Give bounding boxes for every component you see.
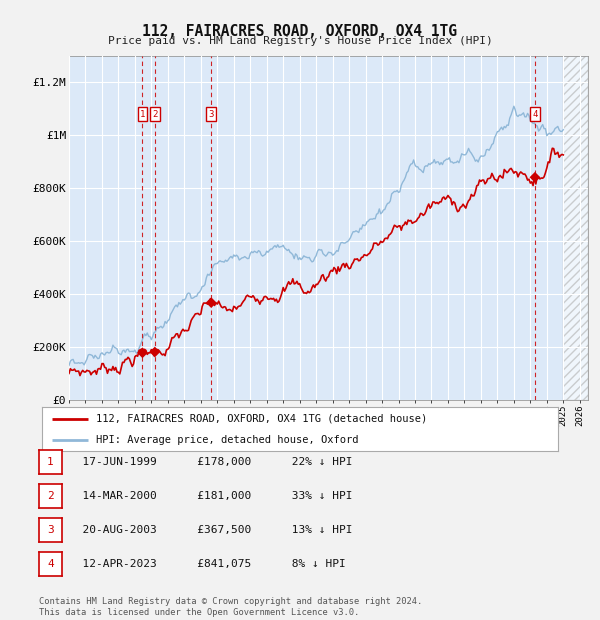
Text: 1: 1 <box>47 457 54 467</box>
Text: 2: 2 <box>47 491 54 501</box>
Text: 112, FAIRACRES ROAD, OXFORD, OX4 1TG: 112, FAIRACRES ROAD, OXFORD, OX4 1TG <box>143 24 458 38</box>
Text: 17-JUN-1999      £178,000      22% ↓ HPI: 17-JUN-1999 £178,000 22% ↓ HPI <box>69 457 353 467</box>
Text: Price paid vs. HM Land Registry's House Price Index (HPI): Price paid vs. HM Land Registry's House … <box>107 36 493 46</box>
Text: 112, FAIRACRES ROAD, OXFORD, OX4 1TG (detached house): 112, FAIRACRES ROAD, OXFORD, OX4 1TG (de… <box>96 414 427 424</box>
Text: 20-AUG-2003      £367,500      13% ↓ HPI: 20-AUG-2003 £367,500 13% ↓ HPI <box>69 525 353 535</box>
Text: Contains HM Land Registry data © Crown copyright and database right 2024.
This d: Contains HM Land Registry data © Crown c… <box>39 598 422 617</box>
Text: 14-MAR-2000      £181,000      33% ↓ HPI: 14-MAR-2000 £181,000 33% ↓ HPI <box>69 491 353 501</box>
Point <box>206 298 216 308</box>
Point <box>150 347 160 357</box>
Text: 12-APR-2023      £841,075      8% ↓ HPI: 12-APR-2023 £841,075 8% ↓ HPI <box>69 559 346 569</box>
Text: 1: 1 <box>140 110 145 118</box>
Text: 3: 3 <box>47 525 54 535</box>
Text: 2: 2 <box>152 110 158 118</box>
Point <box>137 348 147 358</box>
Text: 3: 3 <box>209 110 214 118</box>
Point <box>530 172 540 182</box>
Text: HPI: Average price, detached house, Oxford: HPI: Average price, detached house, Oxfo… <box>96 435 359 445</box>
Text: 4: 4 <box>47 559 54 569</box>
Text: 4: 4 <box>532 110 538 118</box>
